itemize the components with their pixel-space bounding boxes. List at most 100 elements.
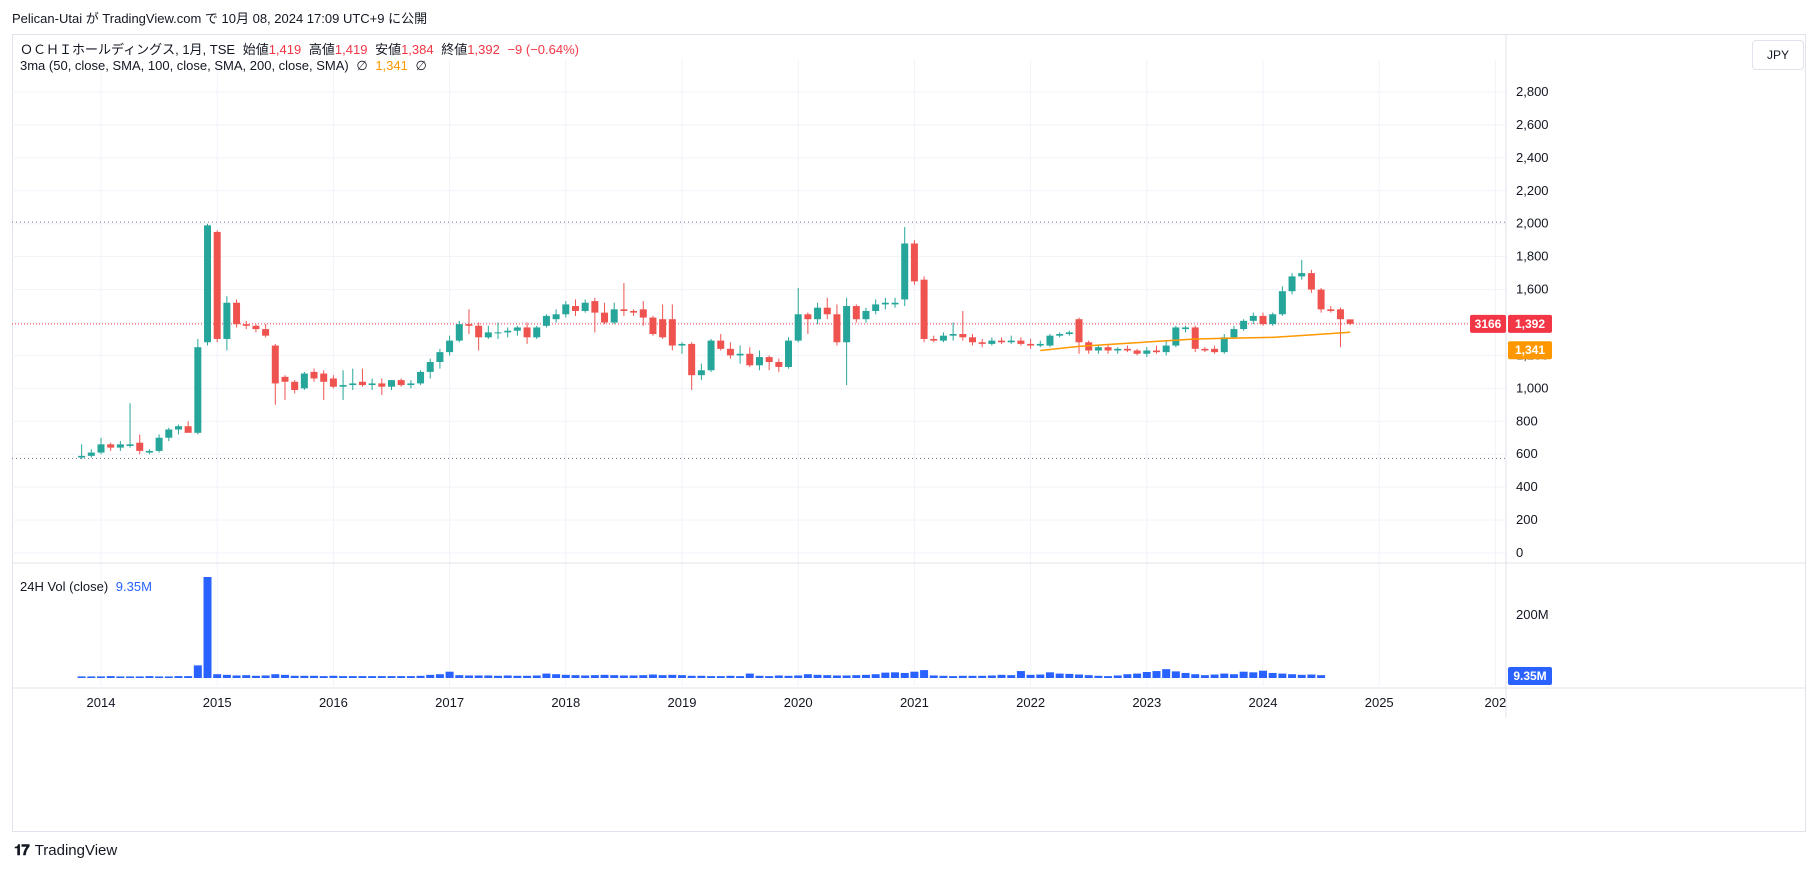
volume-bar [1210,674,1219,678]
candle-body [455,324,463,341]
candle-body [601,312,609,323]
candle-body [630,310,638,313]
candle-body [1288,276,1296,292]
candle-body [1143,350,1151,354]
volume-bar [1297,674,1306,678]
volume-bar [184,676,193,678]
volume-bar [736,676,745,678]
candle-body [194,347,202,433]
candle-body [1230,329,1238,338]
volume-bar [193,665,202,678]
volume-bar [978,675,987,678]
volume-bar [1220,673,1229,678]
candle-body [775,362,783,367]
volume-bar [823,675,832,678]
candle-body [610,309,618,323]
volume-bar [339,676,348,678]
ma-legend[interactable]: 3ma (50, close, SMA, 100, close, SMA, 20… [20,58,431,74]
volume-bar [668,674,677,678]
legend-close-value: 1,392 [467,42,500,57]
volume-bar [77,676,86,678]
candle-body [1240,320,1248,330]
candle-body [823,307,831,315]
volume-bar [678,675,686,678]
candle-body [213,231,221,339]
candle-body [891,302,899,305]
candle-body [930,338,938,341]
candle-body [397,380,405,386]
candle-body [97,444,105,453]
volume-bar [1288,674,1297,678]
volume-bar [116,676,125,678]
time-tick-label: 2015 [203,695,232,710]
time-tick-label: 2017 [435,695,464,710]
candle-body [242,324,250,326]
legend-open-value: 1,419 [268,42,302,57]
volume-bar [532,675,541,678]
candle-body [649,317,657,335]
candle-body [591,301,599,313]
legend-high-label: 高値 [308,42,335,57]
candle-body [1278,291,1286,315]
candle-body [417,371,425,384]
candle-body [717,340,725,349]
ma-legend-value: 1,341 [375,58,408,73]
volume-bar [329,675,338,678]
volume-bar [1094,675,1103,678]
time-tick-label: 2023 [1132,695,1161,710]
candle-body [562,304,570,315]
legend-symbol[interactable]: ＯＣＨＩホールディングス, 1月, TSE [20,42,236,57]
candle-body [300,373,308,389]
volume-bar [1317,675,1326,678]
volume-bar [1123,674,1132,678]
candle-body [252,325,260,330]
ma-legend-label: 3ma (50, close, SMA, 100, close, SMA, 20… [20,58,349,73]
candle-body [494,332,502,334]
volume-bar [1249,672,1258,678]
candle-body [998,340,1006,343]
volume-bar [784,675,793,678]
volume-bar [861,674,870,678]
last-price-badge: 1,392 [1515,317,1545,331]
volume-bar [765,676,774,678]
candle-body [378,383,386,387]
candle-body [1259,315,1267,325]
volume-bar [581,675,590,678]
candle-body [755,357,763,366]
candle-body [388,380,395,387]
legend-open-label: 始値 [242,42,269,57]
candle-body [746,353,754,366]
candle-body [446,340,454,353]
volume-bar [958,675,967,678]
candle-body [145,450,153,453]
candle-body [542,315,550,326]
volume-bar [1065,673,1074,678]
candle-body [174,426,182,430]
candle-body [571,306,579,311]
price-tick-label: 800 [1516,413,1538,428]
candle-body [349,383,357,386]
price-tick-label: 2,200 [1516,183,1549,198]
candle-body [339,385,347,387]
candle-body [126,444,134,446]
time-tick-label: 2021 [900,695,929,710]
ma-price-badge: 1,341 [1515,343,1545,357]
currency-button[interactable]: JPY [1752,40,1804,70]
candle-body [814,307,822,320]
volume-bar [416,675,425,678]
candle-body [78,455,86,458]
tradingview-logo[interactable]: 𝟏𝟕 TradingView [14,842,117,859]
candle-body [707,340,715,371]
candle-body [262,329,270,336]
price-tick-label: 0 [1516,545,1523,560]
ma-price-badge-bg [1508,341,1552,360]
volume-bar [455,675,464,678]
volume-bar [503,675,512,678]
candle-body [1298,273,1306,277]
candle-body [1056,334,1064,336]
candle-body [949,334,957,336]
volume-legend[interactable]: 24H Vol (close) 9.35M [20,579,156,594]
volume-bar [1259,670,1267,678]
volume-bar [358,676,367,678]
